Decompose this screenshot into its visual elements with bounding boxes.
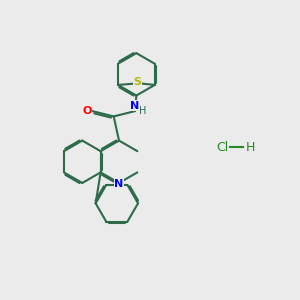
Text: O: O	[82, 106, 92, 116]
Text: N: N	[114, 179, 124, 189]
Text: Cl: Cl	[216, 141, 228, 154]
Text: H: H	[246, 141, 255, 154]
Text: H: H	[140, 106, 147, 116]
Text: S: S	[134, 77, 141, 87]
Text: N: N	[130, 101, 140, 111]
